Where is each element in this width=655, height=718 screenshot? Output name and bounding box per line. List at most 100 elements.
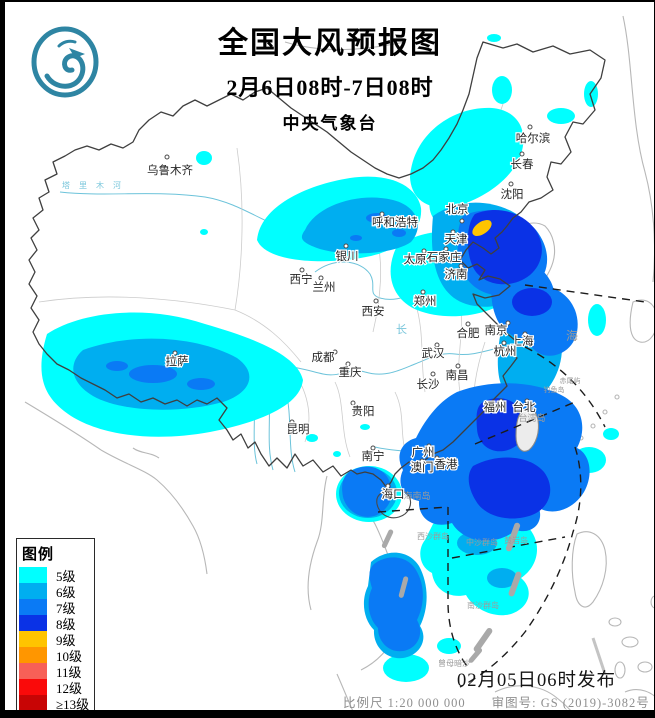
legend-swatch: [19, 599, 47, 615]
city-dot: [343, 243, 349, 249]
city-label: 哈尔滨: [516, 131, 551, 145]
legend-label: 7级: [56, 600, 76, 616]
legend-row: 7级: [19, 599, 94, 616]
city-label: 石家庄: [427, 250, 462, 264]
river-label: 塔里木河: [62, 180, 130, 190]
legend-row: ≥13级: [19, 695, 94, 712]
city-label: 北京: [446, 202, 469, 216]
city-label: 乌鲁木齐: [147, 163, 193, 177]
city-label: 香港: [435, 458, 458, 471]
city-dot: [455, 363, 461, 369]
legend-label: 12级: [56, 680, 83, 696]
legend-row: 5级: [19, 567, 94, 584]
city-dot: [421, 248, 427, 254]
city-label: 贵阳: [352, 405, 375, 418]
city-dot: [443, 246, 449, 252]
city-dot: [289, 419, 295, 425]
city-dot: [420, 289, 426, 295]
city-dot: [434, 342, 440, 348]
city-dot: [498, 398, 504, 404]
legend-swatch: [19, 695, 47, 710]
legend-row: 10级: [19, 647, 94, 664]
city-label: 兰州: [313, 281, 336, 294]
city-dot: [450, 229, 456, 235]
legend-title: 图例: [22, 547, 55, 563]
sea-label: 海南岛: [403, 490, 430, 501]
legend-swatch: [19, 679, 47, 695]
city-label: 昆明: [287, 423, 310, 436]
river-labels: 长 塔里木河: [62, 180, 407, 336]
legend-swatch: [19, 567, 47, 583]
city-label: 澳门: [411, 460, 434, 474]
legend-label: 10级: [56, 648, 83, 664]
cma-logo: [31, 26, 99, 98]
city-dot: [385, 483, 391, 489]
legend-swatch: [19, 583, 47, 599]
city-label: 长沙: [417, 378, 440, 391]
legend-label: 8级: [56, 616, 76, 632]
city-dot: [426, 443, 432, 449]
legend-swatch: [19, 615, 47, 631]
city-dot: [458, 263, 464, 269]
city-label: 杭州: [494, 344, 517, 358]
legend-row: 12级: [19, 679, 94, 696]
review-number: 审图号: GS (2019)-3082号: [491, 696, 650, 710]
sea-label: 钓鱼岛: [544, 385, 565, 394]
city-label: 台北: [513, 400, 536, 414]
sea-label: 中沙群岛: [466, 537, 498, 547]
legend-label: ≥13级: [56, 696, 90, 712]
map-footer: 比例尺 1:20 000 000 审图号: GS (2019)-3082号: [343, 692, 654, 710]
city-dot: [524, 398, 530, 404]
city-label: 福州: [484, 400, 507, 414]
legend-label: 5级: [56, 568, 76, 584]
city-label: 广州: [412, 446, 435, 459]
city-dot: [370, 445, 376, 451]
city-label: 南京: [485, 323, 508, 337]
legend: 图例 5级 6级 7级 8级 9级 10级 11级 12级 ≥13级: [16, 538, 95, 712]
legend-swatch: [19, 647, 47, 663]
city-label: 西安: [362, 304, 385, 318]
sea-label: 曾母暗沙: [438, 658, 470, 668]
island-shade-bars: [381, 522, 522, 663]
city-dot: [430, 371, 436, 377]
city-dot: [318, 275, 324, 281]
city-dot: [350, 400, 356, 406]
city-label: 拉萨: [166, 354, 189, 368]
sea-label: 海: [566, 328, 578, 343]
city-label: 南宁: [362, 449, 385, 463]
legend-label: 6级: [56, 584, 76, 600]
legend-row: 11级: [19, 663, 94, 680]
city-dot: [434, 455, 440, 461]
city-label: 太原: [404, 253, 427, 266]
city-label: 武汉: [422, 347, 445, 360]
city-dot: [172, 350, 178, 356]
city-dot: [459, 218, 465, 224]
legend-swatch: [19, 663, 47, 679]
legend-label: 11级: [56, 664, 82, 680]
city-dot: [379, 211, 385, 217]
city-label: 济南: [445, 267, 468, 281]
sea-label: 赤尾屿: [560, 376, 581, 385]
city-dot: [501, 340, 507, 346]
city-label: 合肥: [457, 326, 480, 340]
city-label: 呼和浩特: [372, 215, 418, 229]
city-label: 海口: [382, 487, 405, 501]
hainan-island: [376, 487, 412, 519]
legend-row: 8级: [19, 615, 94, 632]
legend-items: 5级 6级 7级 8级 9级 10级 11级 12级 ≥13级: [19, 567, 94, 712]
sea-label: 黄岩岛: [504, 535, 528, 545]
legend-label: 9级: [56, 632, 76, 648]
wind-layer: [41, 34, 619, 682]
river-label: 长: [396, 323, 407, 336]
legend-row: 9级: [19, 631, 94, 648]
china-border: [28, 41, 606, 489]
scale-label: 比例尺 1:20 000 000: [343, 696, 466, 710]
city-dot: [522, 331, 528, 337]
city-dot: [465, 321, 471, 327]
city-label: 银川: [336, 249, 359, 263]
issue-time: 02月05日06时发布: [457, 671, 617, 691]
